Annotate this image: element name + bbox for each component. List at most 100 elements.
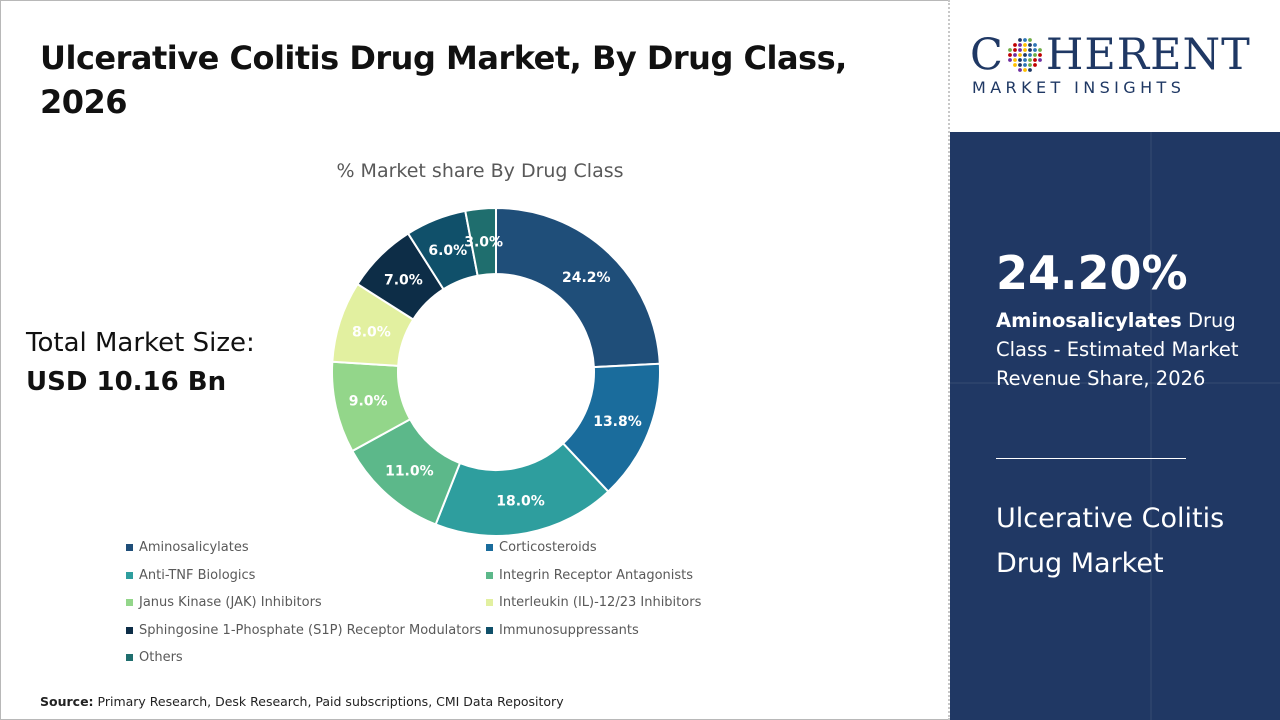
- legend-swatch: [486, 544, 493, 551]
- source-note: Source: Primary Research, Desk Research,…: [40, 694, 564, 709]
- slice-label-4: 11.0%: [385, 463, 434, 479]
- slice-label-5: 9.0%: [349, 394, 388, 410]
- page-title: Ulcerative Colitis Drug Market, By Drug …: [40, 39, 847, 121]
- globe-dot: [1008, 53, 1012, 57]
- legend-swatch: [486, 599, 493, 606]
- legend-swatch: [126, 654, 133, 661]
- market-name: Ulcerative Colitis Drug Market: [996, 503, 1225, 579]
- legend-swatch: [486, 626, 493, 634]
- legend-item: Sphingosine 1-Phosphate (S1P) Receptor M…: [126, 623, 481, 638]
- legend-item: Integrin Receptor Antagonists: [486, 568, 693, 583]
- divider-line: [996, 458, 1186, 459]
- panel-divider: [948, 0, 950, 720]
- globe-dot: [1018, 58, 1022, 62]
- globe-icon: [1008, 38, 1042, 72]
- background-decoration: [1150, 132, 1152, 720]
- background-decoration: [950, 382, 1280, 384]
- slice-label-1: 24.2%: [562, 270, 611, 286]
- globe-dot: [1033, 48, 1037, 52]
- legend-label: Aminosalicylates: [139, 540, 249, 555]
- globe-dot: [1018, 63, 1022, 67]
- globe-dot: [1028, 58, 1032, 62]
- legend-item: Anti-TNF Biologics: [126, 568, 255, 583]
- globe-dot: [1023, 43, 1027, 47]
- globe-dot: [1023, 58, 1027, 62]
- globe-dot: [1028, 68, 1032, 72]
- highlight-desc-text: Drug Class - Estimated Market Revenue Sh…: [996, 309, 1239, 390]
- globe-dot: [1028, 53, 1032, 57]
- legend-item: Aminosalicylates: [126, 540, 249, 555]
- globe-dot: [1008, 48, 1012, 52]
- globe-dot: [1028, 38, 1032, 42]
- legend-swatch: [126, 626, 133, 634]
- legend-item: Corticosteroids: [486, 540, 597, 555]
- logo: C HERENT MARKET INSIGHTS: [950, 0, 1280, 132]
- legend-item: Janus Kinase (JAK) Inhibitors: [126, 595, 322, 610]
- globe-dot: [1023, 63, 1027, 67]
- globe-dot: [1028, 63, 1032, 67]
- globe-dot: [1023, 53, 1027, 57]
- globe-dot: [1033, 43, 1037, 47]
- slice-label-6: 8.0%: [352, 325, 391, 341]
- highlight-panel: 24.20% Aminosalicylates Drug Class - Est…: [950, 132, 1280, 720]
- market-size-value: USD 10.16 Bn: [26, 367, 227, 397]
- globe-dot: [1018, 53, 1022, 57]
- globe-dot: [1028, 48, 1032, 52]
- donut-slice-1: [495, 206, 661, 369]
- globe-dot: [1018, 38, 1022, 42]
- slice-label-2: 13.8%: [593, 414, 642, 430]
- globe-dot: [1018, 48, 1022, 52]
- globe-dot: [1013, 53, 1017, 57]
- legend-label: Integrin Receptor Antagonists: [499, 567, 694, 583]
- legend-swatch: [486, 571, 493, 579]
- globe-dot: [1023, 68, 1027, 72]
- legend-item: Others: [126, 650, 183, 665]
- highlight-segment: Aminosalicylates: [996, 309, 1182, 332]
- globe-dot: [1023, 48, 1027, 52]
- slice-label-9: 3.0%: [464, 235, 503, 251]
- legend-label: Anti-TNF Biologics: [139, 567, 256, 583]
- globe-dot: [1013, 63, 1017, 67]
- slice-label-7: 7.0%: [384, 272, 423, 288]
- highlight-description: Aminosalicylates Drug Class - Estimated …: [996, 306, 1266, 393]
- globe-dot: [1033, 58, 1037, 62]
- globe-dot: [1013, 43, 1017, 47]
- globe-dot: [1033, 53, 1037, 57]
- globe-dot: [1013, 58, 1017, 62]
- legend-label: Sphingosine 1-Phosphate (S1P) Receptor M…: [139, 622, 482, 638]
- source-text: Primary Research, Desk Research, Paid su…: [97, 694, 564, 709]
- globe-dot: [1038, 48, 1042, 52]
- market-size: Total Market Size: USD 10.16 Bn: [26, 324, 255, 402]
- globe-dot: [1018, 43, 1022, 47]
- globe-dot: [1038, 53, 1042, 57]
- legend-label: Corticosteroids: [499, 540, 597, 555]
- slice-label-3: 18.0%: [496, 494, 545, 510]
- globe-dot: [1028, 43, 1032, 47]
- globe-dot: [1013, 48, 1017, 52]
- legend-label: Others: [139, 650, 183, 665]
- globe-dot: [1008, 58, 1012, 62]
- logo-tagline: MARKET INSIGHTS: [972, 78, 1186, 97]
- logo-wordmark-rest: HERENT: [1045, 30, 1251, 80]
- source-label: Source:: [40, 694, 94, 709]
- logo-wordmark-c: C: [970, 30, 1004, 80]
- highlight-value: 24.20%: [996, 246, 1188, 300]
- slice-label-8: 6.0%: [428, 243, 467, 259]
- globe-dot: [1018, 68, 1022, 72]
- legend-label: Interleukin (IL)-12/23 Inhibitors: [499, 595, 702, 610]
- globe-dot: [1038, 58, 1042, 62]
- legend-label: Janus Kinase (JAK) Inhibitors: [139, 595, 322, 610]
- legend-item: Immunosuppressants: [486, 623, 639, 638]
- market-size-label: Total Market Size:: [26, 328, 255, 358]
- chart-title: % Market share By Drug Class: [336, 160, 624, 182]
- donut-chart: 24.2% 13.8% 18.0% 11.0% 9.0% 8.0% 7.0% 6.0%3.0%: [331, 206, 661, 537]
- chart-panel: Ulcerative Colitis Drug Market, By Drug …: [26, 39, 847, 709]
- globe-dot: [1033, 63, 1037, 67]
- legend-label: Immunosuppressants: [499, 622, 639, 638]
- donut-slice-9: [464, 206, 497, 277]
- legend-swatch: [126, 599, 133, 606]
- legend-swatch: [126, 571, 133, 579]
- globe-dot: [1023, 38, 1027, 42]
- logo-wordmark: C HERENT: [970, 30, 1251, 80]
- legend-item: Interleukin (IL)-12/23 Inhibitors: [486, 595, 701, 610]
